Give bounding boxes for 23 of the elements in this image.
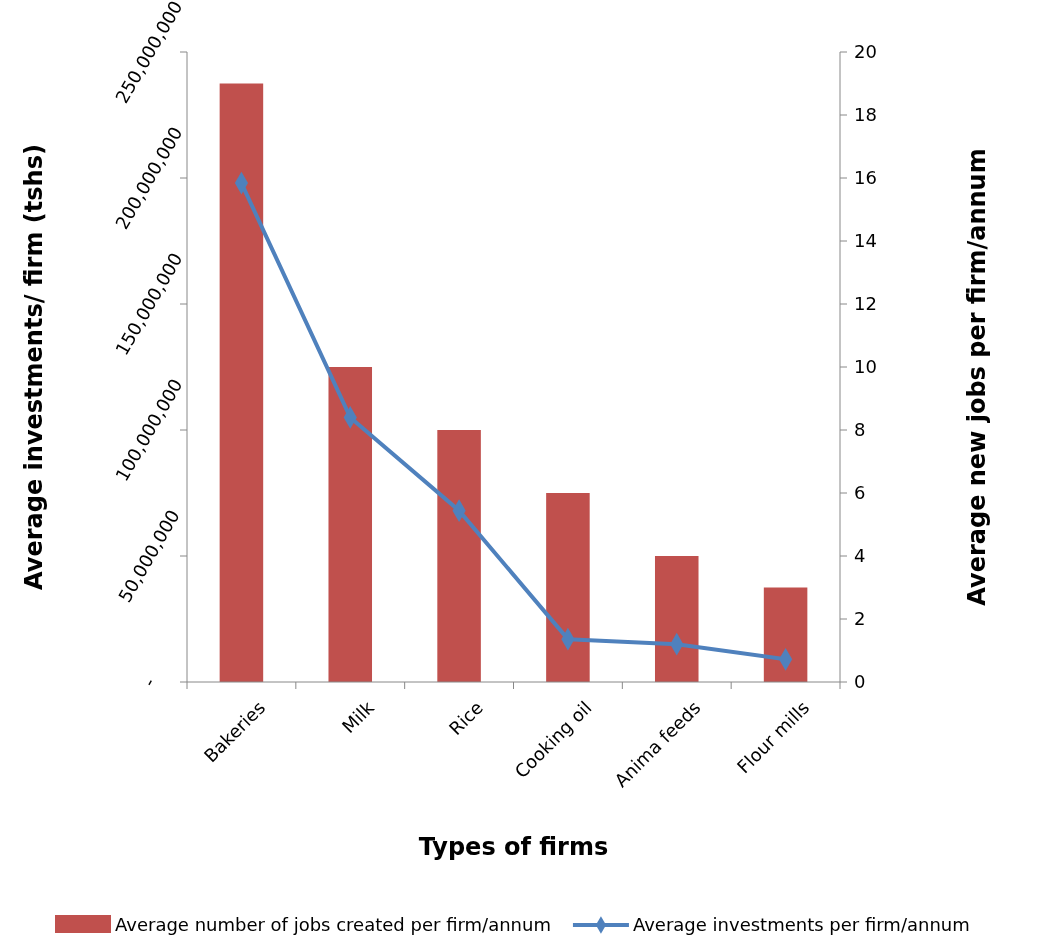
y2-tick-label: 4: [854, 545, 866, 567]
y2-tick-label: 20: [854, 41, 877, 63]
y2-tick-label: 12: [854, 293, 877, 315]
y2-tick-label: 16: [854, 167, 877, 189]
y-axis-title: Average investments/ firm (tshs): [20, 144, 48, 590]
bar: [437, 430, 481, 682]
bar: [654, 556, 699, 682]
y-tick-label: -: [138, 673, 160, 690]
legend-label: Average number of jobs created per firm/annum: [115, 914, 551, 936]
y2-tick-label: 10: [854, 356, 877, 378]
y2-tick-label: 14: [854, 230, 877, 252]
bar: [763, 587, 808, 682]
y2-tick-label: 18: [854, 104, 877, 126]
bar: [219, 83, 264, 682]
y2-axis-title: Average new jobs per firm/annum: [963, 148, 991, 606]
bar: [546, 493, 590, 682]
y2-tick-label: 0: [854, 671, 866, 693]
y2-tick-label: 8: [854, 419, 866, 441]
y2-tick-label: 6: [854, 482, 866, 504]
legend-label: Average investments per firm/annum: [632, 914, 970, 936]
y2-tick-label: 2: [854, 608, 866, 630]
bar: [328, 367, 373, 682]
x-axis-title: Types of firms: [418, 833, 609, 861]
